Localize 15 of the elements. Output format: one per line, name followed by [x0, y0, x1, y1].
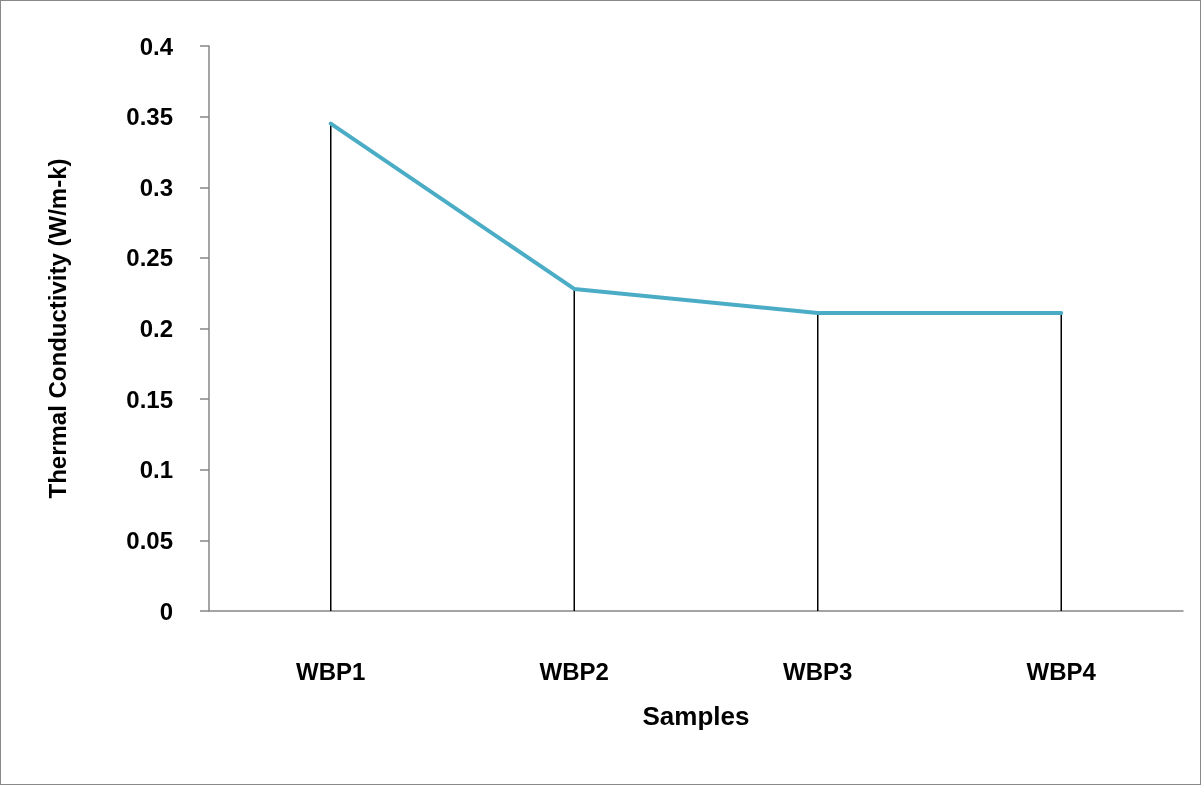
- y-tick-label: 0: [159, 597, 173, 625]
- x-tick-label: WBP2: [539, 657, 609, 685]
- y-axis-title: Thermal Conductivity (W/m-k): [43, 158, 71, 499]
- x-tick-label: WBP4: [1026, 657, 1097, 685]
- y-tick-label: 0.2: [139, 315, 173, 342]
- y-tick-label: 0.3: [139, 173, 173, 201]
- x-tick-label: WBP3: [783, 657, 853, 685]
- y-tick-label: 0.35: [126, 103, 173, 131]
- y-tick-label: 0.1: [139, 456, 173, 484]
- x-tick-label: WBP1: [296, 657, 366, 685]
- y-tick-label: 0.05: [126, 526, 173, 554]
- x-axis-title: Samples: [642, 701, 750, 731]
- y-tick-label: 0.15: [126, 385, 173, 413]
- y-tick-label: 0.4: [139, 32, 174, 60]
- y-tick-label: 0.25: [126, 244, 173, 272]
